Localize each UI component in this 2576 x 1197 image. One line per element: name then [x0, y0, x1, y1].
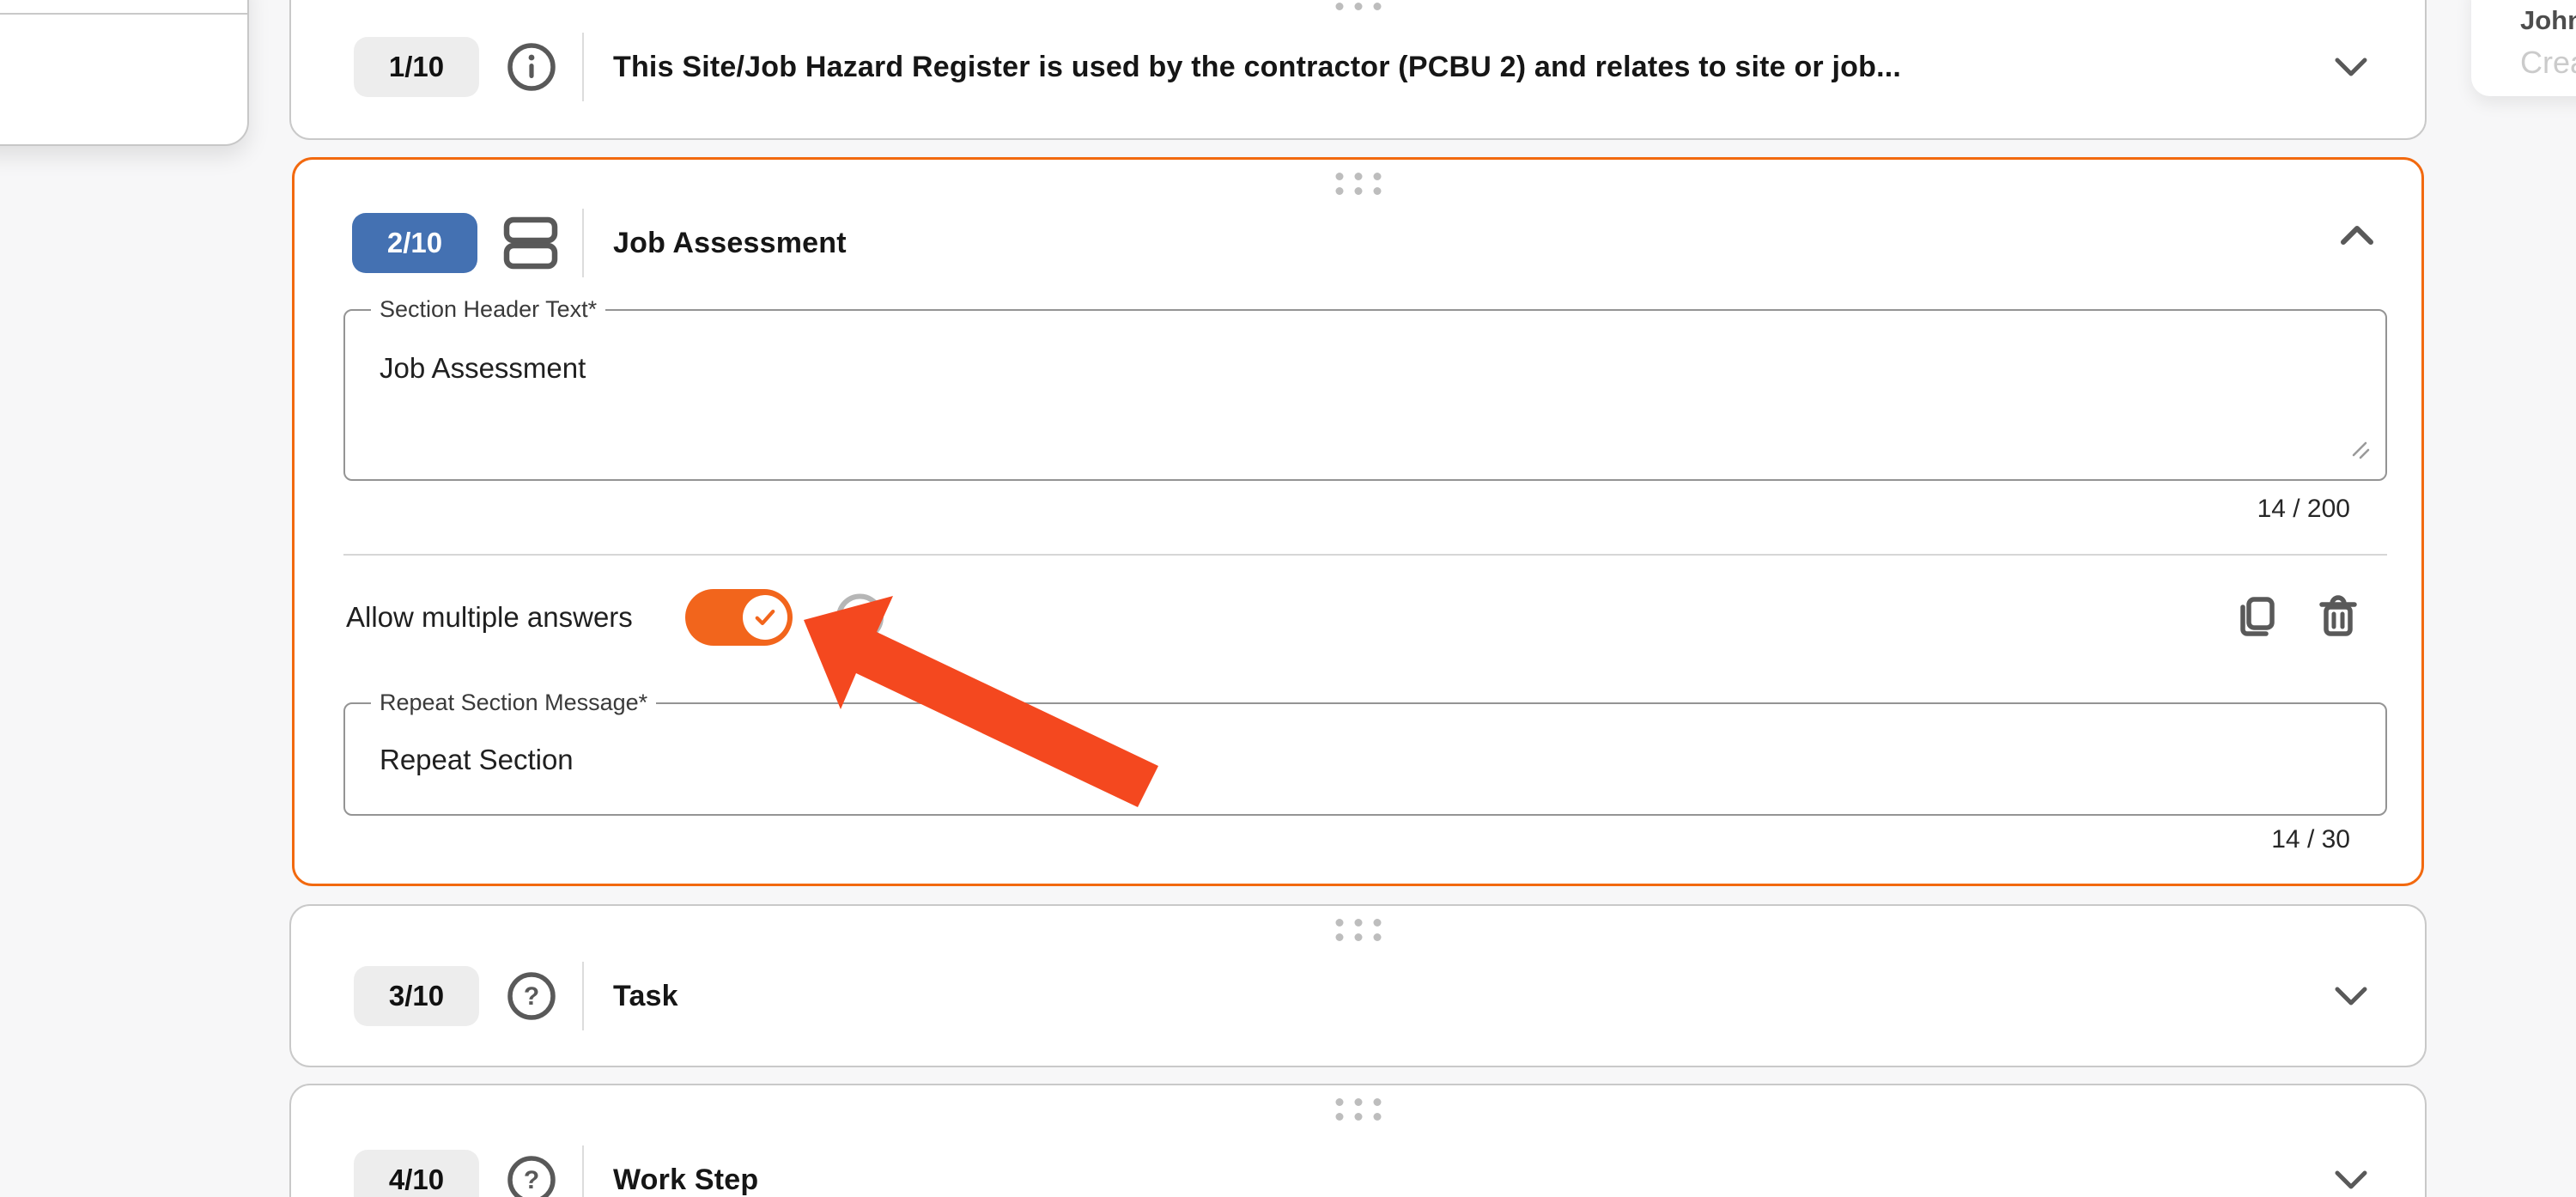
chevron-down-icon[interactable]	[2332, 54, 2370, 80]
section-icon	[503, 216, 558, 270]
question-index-badge: 4/10	[354, 1150, 479, 1197]
help-icon[interactable]: ?	[836, 593, 884, 641]
field-label: Repeat Section Message*	[371, 690, 657, 716]
drag-handle-icon[interactable]	[1335, 919, 1381, 941]
divider	[582, 33, 584, 101]
svg-text:?: ?	[524, 1166, 539, 1194]
repeat-section-message-input[interactable]: Repeat Section Message* Repeat Section	[343, 690, 2387, 816]
toggle-label: Allow multiple answers	[346, 601, 633, 633]
creator-name: John	[2520, 5, 2576, 35]
drag-handle-icon[interactable]	[1335, 1098, 1381, 1121]
creator-subtitle: Crea	[2520, 45, 2576, 80]
question-index-badge: 2/10	[352, 213, 477, 273]
field-value: Repeat Section	[380, 744, 574, 775]
card-title: Job Assessment	[613, 226, 847, 259]
divider	[343, 554, 2387, 556]
question-card-1[interactable]: 1/10 This Site/Job Hazard Register is us…	[289, 0, 2427, 140]
card-1-row: 1/10 This Site/Job Hazard Register is us…	[291, 0, 2425, 138]
creator-info-card: John Crea	[2471, 0, 2576, 96]
left-sidebar-panel	[0, 0, 249, 146]
info-icon	[505, 40, 558, 94]
card-title: Task	[613, 979, 678, 1012]
question-index-badge: 3/10	[354, 966, 479, 1026]
card-title: Work Step	[613, 1163, 759, 1196]
card-2-header: 2/10 Job Assessment	[352, 209, 2377, 277]
question-card-4[interactable]: 4/10 ? Work Step	[289, 1084, 2427, 1197]
divider	[582, 962, 584, 1030]
question-icon: ?	[505, 969, 558, 1023]
divider	[582, 1145, 584, 1197]
svg-text:?: ?	[524, 982, 539, 1011]
toggle-knob	[743, 595, 787, 640]
left-panel-divider	[0, 13, 247, 15]
resize-grip-icon[interactable]	[2348, 437, 2373, 467]
char-counter: 14 / 200	[2257, 495, 2350, 523]
drag-handle-icon[interactable]	[1335, 0, 1381, 10]
card-title: This Site/Job Hazard Register is used by…	[613, 50, 1902, 83]
section-card-2-selected[interactable]: 2/10 Job Assessment Section Header Text*…	[292, 157, 2424, 886]
card-3-row: 3/10 ? Task	[291, 927, 2425, 1066]
chevron-up-icon[interactable]	[2337, 222, 2377, 253]
char-counter: 14 / 30	[2271, 825, 2350, 854]
question-index-badge: 1/10	[354, 37, 479, 97]
divider	[582, 209, 584, 277]
delete-button[interactable]	[2315, 593, 2361, 641]
chevron-down-icon[interactable]	[2332, 983, 2370, 1009]
field-value: Job Assessment	[380, 352, 586, 384]
section-header-textarea[interactable]: Section Header Text* Job Assessment	[343, 296, 2387, 481]
question-card-3[interactable]: 3/10 ? Task	[289, 904, 2427, 1067]
question-icon: ?	[505, 1153, 558, 1197]
card-4-row: 4/10 ? Work Step	[291, 1106, 2425, 1197]
multi-answer-row: Allow multiple answers ?	[343, 584, 2387, 651]
field-label: Section Header Text*	[371, 296, 606, 323]
allow-multiple-answers-toggle[interactable]	[685, 589, 793, 646]
duplicate-button[interactable]	[2232, 593, 2280, 641]
drag-handle-icon[interactable]	[1335, 173, 1381, 195]
chevron-down-icon[interactable]	[2332, 1167, 2370, 1193]
